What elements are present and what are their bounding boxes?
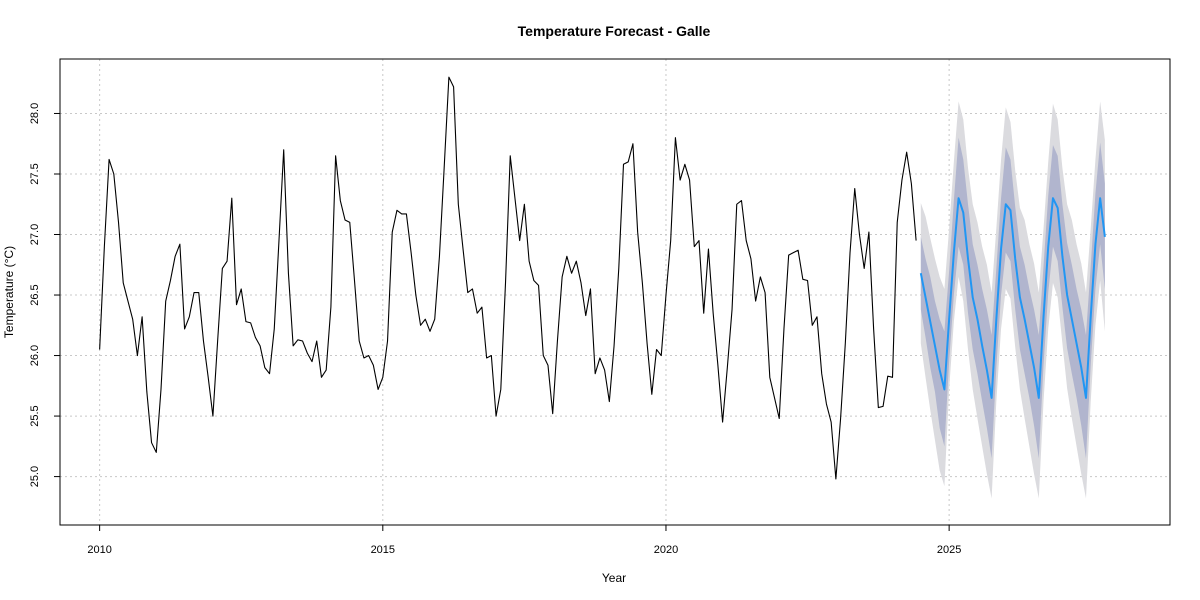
x-tick-label: 2010 <box>87 544 111 556</box>
y-tick-label: 25.0 <box>29 466 41 487</box>
x-tick-label: 2015 <box>371 544 395 556</box>
forecast-mean-line <box>919 197 1106 399</box>
x-tick-label: 2020 <box>654 544 678 556</box>
history-line <box>99 76 917 480</box>
grid-lines <box>60 59 1170 525</box>
x-axis-label: Year <box>602 571 626 585</box>
y-tick-label: 28.0 <box>29 103 41 124</box>
chart-title: Temperature Forecast - Galle <box>518 23 711 39</box>
y-tick-label: 27.5 <box>29 163 41 184</box>
y-tick-label: 25.5 <box>29 405 41 426</box>
forecast-series <box>919 197 1106 399</box>
y-tick-label: 26.0 <box>29 345 41 366</box>
history-series <box>99 76 917 480</box>
x-tick-label: 2025 <box>937 544 961 556</box>
y-tick-label: 26.5 <box>29 284 41 305</box>
y-axis-label: Temperature (°C) <box>2 246 16 338</box>
y-tick-label: 27.0 <box>29 224 41 245</box>
x-axis: 2010 2015 2020 2025 <box>87 524 961 556</box>
y-axis: 25.0 25.5 26.0 26.5 27.0 27.5 28.0 <box>29 103 60 487</box>
